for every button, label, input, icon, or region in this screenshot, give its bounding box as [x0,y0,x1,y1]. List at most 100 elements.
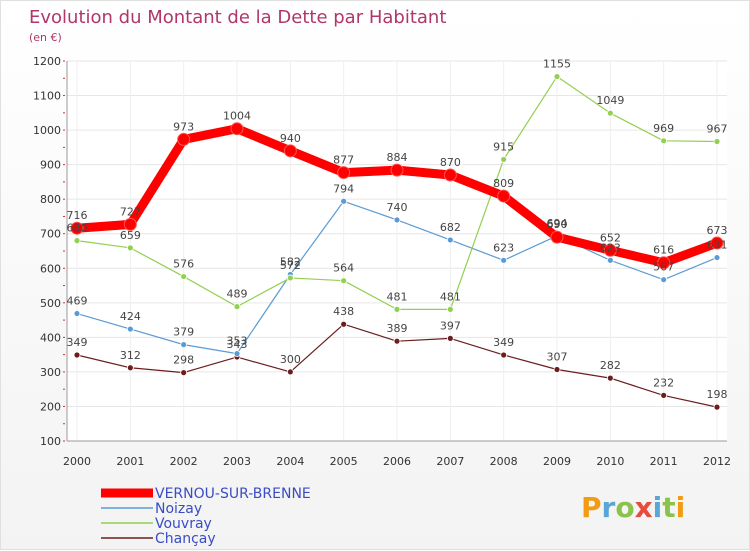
data-point [713,138,721,145]
data-point [603,243,617,257]
data-point [500,351,508,359]
data-label: 349 [493,336,514,349]
x-tick-label: 2006 [383,455,411,468]
data-point [393,216,401,224]
data-point [660,276,668,284]
data-label: 307 [547,350,568,363]
data-point [497,189,511,203]
y-tick-label: 1100 [33,90,61,103]
legend-label: Noizay [155,501,202,517]
data-label: 794 [333,182,354,195]
data-label: 343 [227,338,248,351]
x-tick-label: 2008 [490,455,518,468]
data-label: 481 [387,290,408,303]
data-label: 870 [440,156,461,169]
data-label: 740 [387,201,408,214]
x-tick-label: 2007 [436,455,464,468]
logo-letter: r [602,491,616,524]
logo-letter: P [581,491,602,524]
data-label: 300 [280,353,301,366]
data-point [713,403,721,411]
data-point [660,391,668,399]
data-label: 389 [387,322,408,335]
y-tick-label: 600 [40,262,61,275]
data-point [390,163,404,177]
data-point [660,137,668,145]
logo-letter: t [662,491,675,524]
x-tick-label: 2004 [276,455,304,468]
data-point [606,256,614,264]
data-label: 1004 [223,110,251,123]
data-point [340,197,348,205]
x-tick-label: 2012 [703,455,731,468]
y-tick-label: 900 [40,159,61,172]
data-label: 623 [493,241,514,254]
data-point [713,254,721,261]
data-point [230,122,244,136]
data-point [393,305,401,313]
data-point [710,236,724,250]
logo-letter: i [653,491,663,524]
data-label: 353 [227,335,248,348]
data-point [500,156,508,163]
data-point [657,256,671,270]
logo-letter: o [615,491,634,524]
data-label: 232 [653,376,674,389]
data-point [126,364,134,372]
data-point [73,310,81,317]
data-point [177,132,191,146]
data-label: 397 [440,319,461,332]
data-label: 680 [67,222,88,235]
data-point [446,305,454,313]
data-label: 198 [707,388,728,401]
data-point [233,303,241,311]
data-label: 438 [333,305,354,318]
data-label: 682 [440,221,461,234]
data-point [180,273,188,280]
data-label: 915 [493,140,514,153]
data-point [606,109,614,117]
y-tick-label: 200 [40,400,61,413]
data-point [443,168,457,182]
data-label: 582 [280,255,301,268]
legend-label: Vouvray [155,516,212,532]
y-tick-label: 400 [40,331,61,344]
chart-subtitle: (en €) [29,31,62,44]
data-point [553,73,561,80]
y-tick-label: 300 [40,366,61,379]
data-label: 298 [173,354,194,367]
data-label: 616 [653,244,674,257]
data-point [70,221,84,235]
data-point [550,230,564,244]
data-label: 877 [333,154,354,167]
x-tick-label: 2011 [650,455,678,468]
data-label: 652 [600,231,621,244]
data-label: 349 [67,336,88,349]
data-label: 424 [120,310,141,323]
data-label: 973 [173,120,194,133]
y-tick-label: 700 [40,228,61,241]
data-point [606,374,614,382]
x-tick-label: 2010 [596,455,624,468]
data-label: 884 [387,151,408,164]
data-point [180,369,188,377]
legend-label: Chançay [155,531,216,547]
x-tick-label: 2001 [116,455,144,468]
logo-letter: x [635,491,653,524]
data-point [283,144,297,158]
data-label: 489 [227,288,248,301]
data-point [180,341,188,349]
data-label: 690 [547,218,568,231]
data-label: 967 [707,122,728,135]
chart-title: Evolution du Montant de la Dette par Hab… [29,7,446,28]
y-tick-label: 100 [40,435,61,448]
logo-letter: i [676,491,686,524]
y-tick-label: 500 [40,297,61,310]
data-label: 716 [67,209,88,222]
y-tick-label: 1200 [33,55,61,68]
data-point [340,320,348,328]
data-label: 282 [600,359,621,372]
x-tick-label: 2002 [170,455,198,468]
